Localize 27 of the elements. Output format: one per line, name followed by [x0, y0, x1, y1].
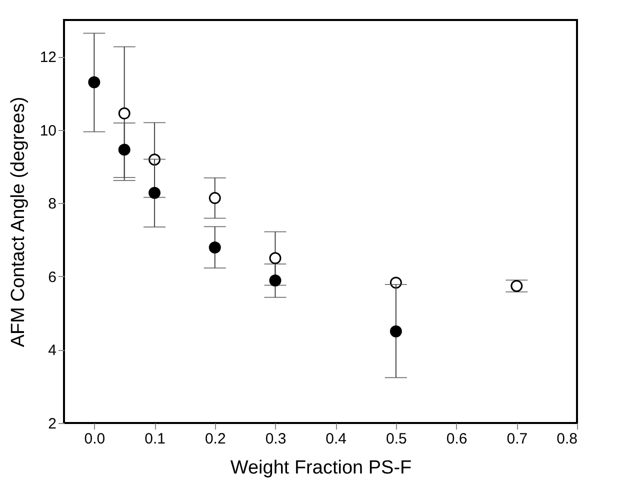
x-axis-title: Weight Fraction PS-F	[230, 458, 412, 478]
x-tick-label: 0.7	[506, 430, 528, 448]
y-tick-label: 2	[48, 416, 56, 432]
x-tick-label: 0.1	[144, 430, 166, 448]
point	[390, 325, 402, 338]
y-tick-label: 8	[48, 196, 56, 213]
y-tick-label: 12	[40, 49, 56, 66]
point	[510, 280, 523, 292]
x-tick-label: 0.8	[556, 430, 578, 448]
point	[269, 274, 282, 286]
x-tick-label: 0.2	[204, 430, 226, 448]
x-tick-label: 0.6	[446, 430, 468, 448]
point	[208, 192, 221, 204]
point	[88, 76, 100, 88]
point	[118, 107, 130, 120]
x-tick-label: 0.3	[265, 430, 286, 448]
point	[208, 242, 221, 254]
y-tick-label: 6	[48, 268, 56, 286]
y-tick-label: 4	[48, 342, 56, 360]
x-tick-label: 0.5	[386, 430, 407, 448]
point	[269, 252, 282, 264]
x-tick-label: 0.0	[84, 430, 106, 448]
point	[118, 144, 130, 156]
point	[148, 186, 161, 199]
y-tick-label: 10	[40, 122, 56, 140]
y-axis-title: AFM Contact Angle (degrees)	[8, 96, 29, 348]
x-tick-label: 0.4	[326, 430, 347, 448]
